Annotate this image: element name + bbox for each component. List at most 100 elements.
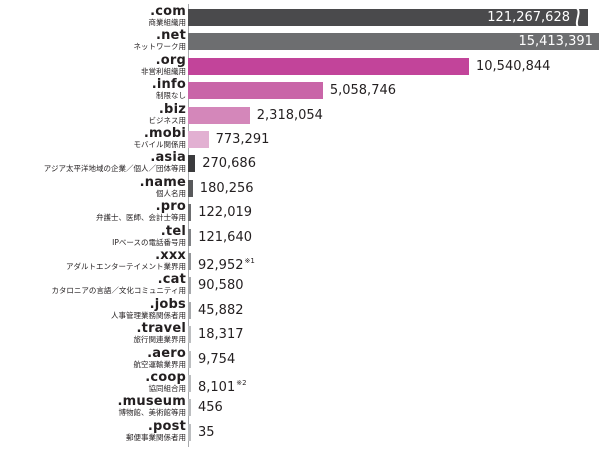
category-label: .coop 協同組合用: [145, 370, 187, 393]
value-label: 9,754: [198, 351, 235, 368]
tld-name: .pro: [155, 199, 186, 215]
value-label: 45,882: [198, 302, 244, 319]
tld-description: アジア太平洋地域の企業／個人／団体等用: [43, 164, 186, 174]
tld-name: .cat: [157, 272, 186, 288]
value-number: 8,101: [198, 380, 236, 395]
category-label: .cat カタロニアの言語／文化コミュニティ用: [51, 272, 186, 296]
tld-name: .mobi: [143, 126, 186, 141]
tld-description: カタロニアの言語／文化コミュニティ用: [51, 286, 186, 296]
tld-name: .com: [150, 4, 186, 19]
category-label: .biz ビジネス用: [148, 103, 187, 125]
value-number: 456: [198, 400, 223, 416]
tld-description: 旅行関連業界用: [133, 335, 187, 345]
bar: [188, 277, 191, 295]
value-number: 90,580: [198, 278, 244, 294]
tld-name: .name: [139, 174, 186, 190]
category-label: .xxx アダルトエンターテイメント業界用: [66, 248, 186, 271]
value-label: 122,019: [198, 204, 252, 221]
bar: [188, 33, 599, 51]
axis-break-mark: [575, 8, 580, 28]
value-number: 45,882: [198, 302, 244, 318]
tld-name: .jobs: [149, 296, 186, 312]
value-label: 92,952※1: [198, 253, 255, 273]
footnote-marker: ※2: [236, 379, 247, 387]
tld-name: .tel: [160, 223, 186, 239]
tld-name: .asia: [150, 150, 186, 166]
category-label: .museum 博物館、美術館等用: [117, 394, 187, 418]
bar-row: .mobi モバイル関係用 773,291: [0, 126, 600, 151]
bar: [188, 399, 191, 417]
value-label: 180,256: [200, 180, 254, 197]
tld-description: ネットワーク用: [133, 42, 187, 52]
value-label: 121,267,628: [370, 9, 570, 26]
tld-description: 商業組織用: [148, 18, 187, 27]
bar-row: .org 非営利組織用 10,540,844: [0, 52, 600, 78]
value-number: 122,019: [198, 205, 253, 221]
bar: [188, 9, 588, 26]
bar: [188, 228, 192, 246]
bar: [188, 57, 469, 75]
bar: [188, 179, 193, 197]
category-label: .asia アジア太平洋地域の企業／個人／団体等用: [43, 150, 186, 174]
value-number: 5,058,746: [329, 83, 397, 99]
tld-name: .coop: [145, 370, 186, 385]
tld-description: 協同組合用: [148, 384, 187, 393]
bar: [188, 106, 250, 124]
category-label: .org 非営利組織用: [141, 52, 186, 76]
category-label: .pro 弁護士、医師、会計士等用: [96, 199, 186, 222]
category-label: .jobs 人事管理業務関係者用: [111, 296, 186, 320]
category-label: .name 個人名用: [139, 174, 186, 198]
bar-row: .post 郵便事業関係者用 35: [0, 420, 600, 444]
value-number: 9,754: [198, 351, 236, 367]
tld-description: アダルトエンターテイメント業界用: [66, 262, 186, 271]
bar-row: .com 商業組織用 121,267,628: [0, 4, 600, 29]
category-label: .post 郵便事業関係者用: [126, 420, 186, 442]
category-label: .aero 航空運輸業界用: [134, 345, 187, 369]
category-label: .travel 旅行関連業界用: [133, 321, 187, 345]
value-number: 121,640: [198, 229, 252, 245]
category-label: .mobi モバイル関係用: [133, 126, 187, 149]
bar: [188, 326, 191, 344]
value-label: 121,640: [198, 229, 252, 246]
bar-row: .cat カタロニアの言語／文化コミュニティ用 90,580: [0, 272, 600, 297]
bar-row: .travel 旅行関連業界用 18,317: [0, 321, 600, 346]
value-label: 35: [198, 424, 215, 441]
value-number: 121,267,628: [487, 10, 570, 25]
tld-name: .info: [151, 77, 186, 93]
bar-row: .net ネットワーク用 15,413,391: [0, 29, 600, 53]
tld-name: .aero: [147, 345, 186, 361]
category-label: .net ネットワーク用: [133, 29, 187, 52]
bar-row: .xxx アダルトエンターテイメント業界用 92,952※1: [0, 248, 600, 273]
value-label: 15,413,391: [393, 33, 592, 50]
bar-row: .aero 航空運輸業界用 9,754: [0, 345, 600, 371]
bar-row: .museum 博物館、美術館等用 456: [0, 394, 600, 419]
bar: [188, 155, 196, 173]
bar: [188, 423, 191, 441]
tld-name: .travel: [136, 321, 186, 337]
tld-description: 個人名用: [156, 188, 186, 198]
value-number: 10,540,844: [476, 58, 551, 74]
tld-name: .org: [155, 52, 186, 68]
value-label: 456: [198, 399, 223, 416]
tld-description: モバイル関係用: [133, 140, 187, 149]
tld-name: .xxx: [155, 248, 186, 263]
bar-row: .jobs 人事管理業務関係者用 45,882: [0, 296, 600, 322]
bar: [188, 253, 191, 270]
category-axis-line: [188, 4, 189, 447]
bar-row: .name 個人名用 180,256: [0, 174, 600, 200]
bar-row: .info 制限なし 5,058,746: [0, 77, 600, 102]
value-number: 35: [198, 424, 215, 440]
value-label: 2,318,054: [257, 107, 323, 124]
tld-description: 博物館、美術館等用: [118, 408, 187, 418]
value-number: 773,291: [215, 132, 270, 147]
value-label: 270,686: [202, 155, 256, 172]
value-label: 5,058,746: [330, 82, 396, 99]
tld-name: .museum: [117, 394, 186, 410]
tld-description: 人事管理業務関係者用: [111, 310, 186, 320]
bar: [188, 131, 209, 148]
value-number: 2,318,054: [256, 107, 323, 123]
category-label: .com 商業組織用: [148, 4, 187, 27]
bar: [188, 301, 191, 319]
tld-description: ビジネス用: [148, 115, 187, 125]
